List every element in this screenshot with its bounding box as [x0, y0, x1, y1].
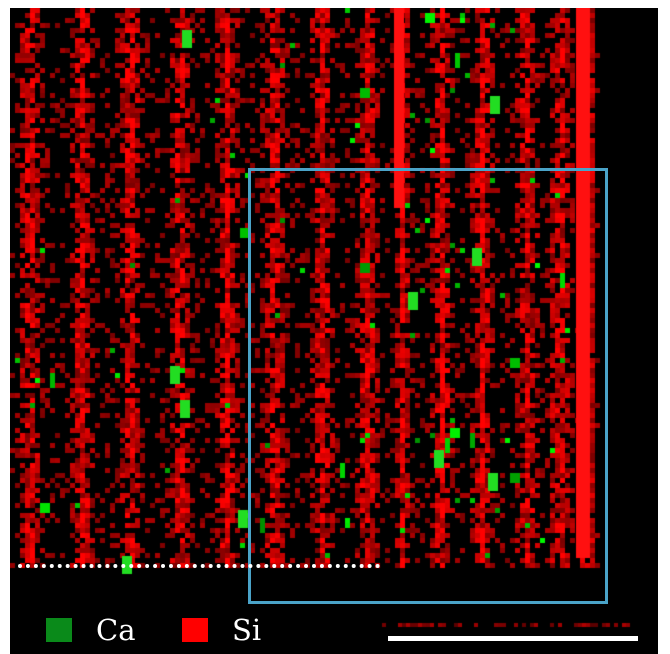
eds-map-canvas [10, 8, 658, 654]
elemental-map: Ca Si [10, 8, 658, 654]
legend-item-ca: Ca [46, 610, 135, 650]
legend-label-ca: Ca [96, 613, 136, 647]
si-swatch [182, 618, 208, 642]
legend-item-si: Si [182, 610, 261, 650]
dotted-baseline [18, 564, 380, 568]
ca-swatch [46, 618, 72, 642]
scale-bar [388, 636, 638, 641]
legend-label-si: Si [232, 613, 262, 647]
